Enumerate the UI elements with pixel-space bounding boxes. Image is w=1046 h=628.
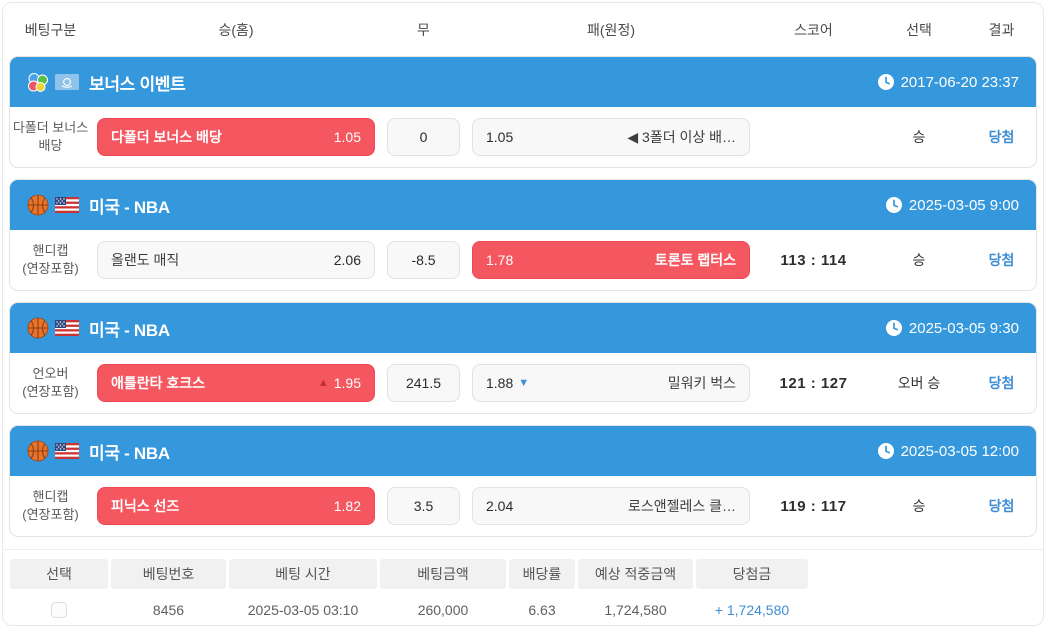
bet-time-value: 2025-03-05 03:10 — [247, 602, 359, 618]
bet-type-label: 다폴더 보너스 배당 — [12, 120, 89, 153]
us-flag-icon — [55, 197, 79, 213]
col-bet-type: 베팅구분 — [24, 21, 77, 38]
clock-icon — [885, 197, 902, 213]
pick-value: 승 — [912, 252, 926, 268]
clock-icon — [877, 74, 894, 90]
summary-col-payout: 당첨금 — [696, 559, 808, 589]
bet-number-value: 8456 — [152, 602, 185, 618]
col-result: 결과 — [988, 21, 1015, 38]
score-value: 121 : 127 — [779, 374, 848, 392]
bet-card-nba-2: 미국 - NBA 2025-03-05 9:30 언오버 (연장포함) 애틀란타… — [9, 302, 1037, 414]
draw-odds-button[interactable]: 3.5 — [387, 487, 460, 525]
bet-card-nba-1: 미국 - NBA 2025-03-05 9:00 핸디캡 (연장포함) 올랜도 … — [9, 179, 1037, 291]
column-header-row: 베팅구분 승(홈) 무 패(원정) 스코어 선택 결과 — [10, 3, 1036, 56]
col-draw: 무 — [417, 21, 430, 38]
pick-value: 승 — [912, 129, 926, 145]
bet-summary-table: 선택 베팅번호 베팅 시간 베팅금액 배당률 예상 적중금액 당첨금 8456 … — [3, 549, 1043, 625]
bet-row: 언오버 (연장포함) 애틀란타 호크스 ▲ 1.95 241.5 1.88 ▼ … — [10, 353, 1036, 413]
bet-card-nba-3: 미국 - NBA 2025-03-05 12:00 핸디캡 (연장포함) 피닉스… — [9, 425, 1037, 537]
home-odds-button[interactable]: 올랜도 매직 2.06 — [97, 241, 375, 279]
summary-header-row: 선택 베팅번호 베팅 시간 베팅금액 배당률 예상 적중금액 당첨금 — [3, 559, 1043, 589]
home-odds-button[interactable]: 다폴더 보너스 배당 1.05 — [97, 118, 375, 156]
bet-row: 다폴더 보너스 배당 다폴더 보너스 배당 1.05 0 1.05 ◀ 3폴더 … — [10, 107, 1036, 167]
draw-odds-button[interactable]: 241.5 — [387, 364, 460, 402]
bet-amount-value: 260,000 — [417, 602, 469, 618]
summary-col-odds: 배당률 — [509, 559, 575, 589]
bet-card-bonus: 보너스 이벤트 2017-06-20 23:37 다폴더 보너스 배당 다폴더 … — [9, 56, 1037, 168]
match-banner: 보너스 이벤트 2017-06-20 23:37 — [10, 57, 1036, 107]
score-value: 113 : 114 — [780, 251, 847, 269]
match-title: 보너스 이벤트 — [89, 74, 186, 94]
payout-value: + 1,724,580 — [714, 602, 790, 618]
score-value: 119 : 117 — [780, 497, 847, 515]
bet-row: 핸디캡 (연장포함) 올랜도 매직 2.06 -8.5 1.78 토론토 랩터스… — [10, 230, 1036, 290]
basketball-icon — [27, 194, 49, 216]
trend-down-icon: ▼ — [518, 377, 530, 389]
summary-col-select: 선택 — [10, 559, 108, 589]
basketball-icon — [27, 440, 49, 462]
summary-col-bet-time: 베팅 시간 — [229, 559, 377, 589]
home-odds-button[interactable]: 피닉스 선즈 1.82 — [97, 487, 375, 525]
away-odds-button[interactable]: 1.05 ◀ 3폴더 이상 배… — [472, 118, 750, 156]
pick-value: 승 — [912, 498, 926, 514]
draw-odds-button[interactable]: 0 — [387, 118, 460, 156]
col-lose-away: 패(원정) — [587, 21, 635, 38]
match-title: 미국 - NBA — [89, 197, 170, 217]
select-bet-checkbox[interactable] — [51, 602, 67, 618]
match-datetime: 2025-03-05 9:30 — [908, 319, 1019, 337]
away-odds-button[interactable]: 2.04 로스앤젤레스 클… — [472, 487, 750, 525]
home-odds-button[interactable]: 애틀란타 호크스 ▲ 1.95 — [97, 364, 375, 402]
bet-type-label: 핸디캡 (연장포함) — [22, 489, 79, 522]
summary-col-bet-no: 베팅번호 — [111, 559, 226, 589]
match-banner: 미국 - NBA 2025-03-05 12:00 — [10, 426, 1036, 476]
clock-icon — [877, 443, 894, 459]
match-datetime: 2025-03-05 9:00 — [908, 196, 1019, 214]
match-title: 미국 - NBA — [89, 320, 170, 340]
summary-value-row: 8456 2025-03-05 03:10 260,000 6.63 1,724… — [3, 589, 1043, 625]
col-score: 스코어 — [794, 21, 833, 38]
bet-type-label: 언오버 (연장포함) — [22, 366, 79, 399]
result-badge: 당첨 — [988, 252, 1015, 268]
result-badge: 당첨 — [988, 375, 1015, 391]
basketball-icon — [27, 317, 49, 339]
col-win-home: 승(홈) — [218, 21, 254, 38]
bet-row: 핸디캡 (연장포함) 피닉스 선즈 1.82 3.5 2.04 로스앤젤레스 클… — [10, 476, 1036, 536]
match-banner: 미국 - NBA 2025-03-05 9:30 — [10, 303, 1036, 353]
match-datetime: 2025-03-05 12:00 — [900, 442, 1019, 460]
expected-amount-value: 1,724,580 — [604, 602, 667, 618]
pick-value: 오버 승 — [897, 375, 941, 391]
result-badge: 당첨 — [988, 129, 1015, 145]
summary-col-bet-amount: 베팅금액 — [380, 559, 506, 589]
col-pick: 선택 — [906, 21, 932, 38]
clock-icon — [885, 320, 902, 336]
match-title: 미국 - NBA — [89, 443, 170, 463]
un-flag-icon — [55, 74, 79, 90]
draw-odds-button[interactable]: -8.5 — [387, 241, 460, 279]
trend-up-icon: ▲ — [317, 377, 329, 389]
us-flag-icon — [55, 443, 79, 459]
away-odds-button[interactable]: 1.78 토론토 랩터스 — [472, 241, 750, 279]
match-banner: 미국 - NBA 2025-03-05 9:00 — [10, 180, 1036, 230]
odds-total-value: 6.63 — [528, 602, 556, 618]
bonus-balls-icon — [27, 71, 49, 93]
result-badge: 당첨 — [988, 498, 1015, 514]
us-flag-icon — [55, 320, 79, 336]
away-odds-button[interactable]: 1.88 ▼ 밀워키 벅스 — [472, 364, 750, 402]
bet-type-label: 핸디캡 (연장포함) — [22, 243, 79, 276]
summary-col-expected: 예상 적중금액 — [578, 559, 693, 589]
match-datetime: 2017-06-20 23:37 — [900, 73, 1019, 91]
